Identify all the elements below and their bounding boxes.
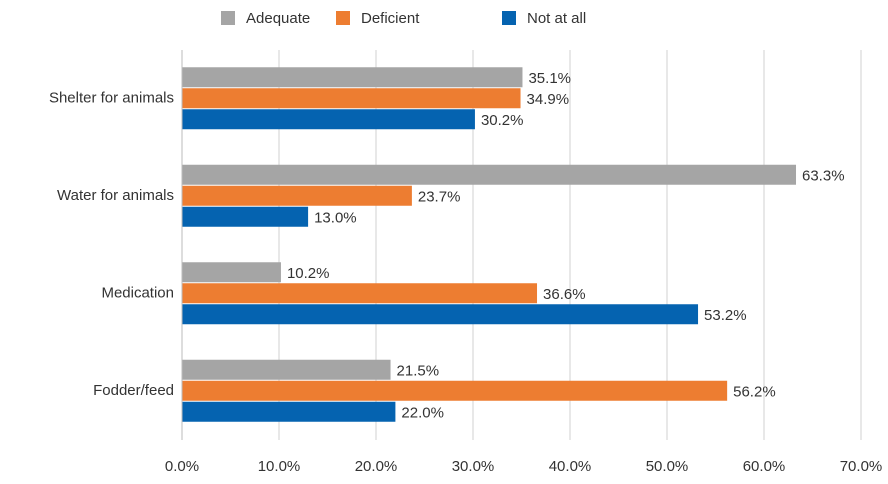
bar [182,185,412,206]
bar [182,401,396,422]
value-label: 22.0% [401,405,444,422]
value-label: 34.9% [527,91,570,108]
y-tick-label: Medication [101,285,174,302]
bar [182,359,391,380]
legend-swatch [336,11,350,25]
bar [182,164,797,185]
value-label: 30.2% [481,112,524,129]
x-tick-label: 30.0% [452,458,495,475]
x-tick-label: 50.0% [646,458,689,475]
bar [182,283,538,304]
legend-label: Adequate [246,10,310,27]
x-tick-label: 40.0% [549,458,592,475]
x-tick-label: 70.0% [840,458,883,475]
value-label: 63.3% [802,168,845,185]
bar [182,380,728,401]
value-label: 35.1% [528,70,571,87]
legend-swatch [502,11,516,25]
value-label: 36.6% [543,286,586,303]
value-label: 13.0% [314,210,357,227]
value-label: 53.2% [704,307,747,324]
y-tick-label: Water for animals [57,187,174,204]
x-tick-label: 0.0% [165,458,199,475]
value-label: 10.2% [287,265,330,282]
value-label: 21.5% [397,363,440,380]
legend-label: Deficient [361,10,420,27]
bar [182,304,699,325]
value-label: 56.2% [733,384,776,401]
bar [182,67,523,88]
legend-label: Not at all [527,10,586,27]
bar [182,109,475,130]
value-label: 23.7% [418,189,461,206]
bar [182,206,309,227]
y-tick-label: Fodder/feed [93,382,174,399]
bar [182,88,521,109]
x-tick-label: 20.0% [355,458,398,475]
y-tick-label: Shelter for animals [49,90,174,107]
x-tick-label: 60.0% [743,458,786,475]
x-tick-label: 10.0% [258,458,301,475]
bar [182,262,281,283]
legend-swatch [221,11,235,25]
